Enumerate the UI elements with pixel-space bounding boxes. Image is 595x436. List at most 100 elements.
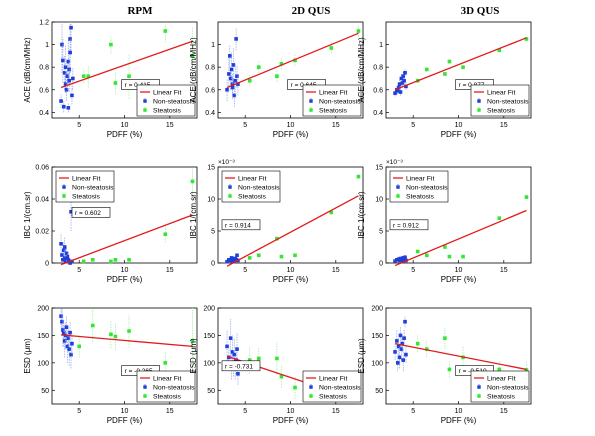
legend-label: Linear Fit: [319, 376, 347, 383]
non-steatosis-point: [233, 78, 238, 83]
non-steatosis-point: [61, 58, 65, 63]
x-tick-label: 5: [77, 122, 81, 129]
legend-steatosis-swatch: [309, 394, 313, 398]
non-steatosis-point: [236, 372, 240, 376]
legend: Linear Fit Non-steatosis Steatosis: [136, 370, 196, 403]
non-steatosis-point: [395, 361, 400, 365]
steatosis-point: [256, 253, 261, 258]
non-steatosis-point: [227, 72, 231, 76]
legend-non-steatosis-swatch: [477, 385, 481, 389]
non-steatosis-point: [66, 106, 71, 110]
steatosis-point: [443, 72, 447, 76]
non-steatosis-point: [68, 37, 72, 41]
steatosis-point: [447, 59, 452, 64]
non-steatosis-point: [228, 76, 233, 81]
y-tick-label: 5: [379, 229, 383, 236]
non-steatosis-point: [402, 78, 406, 83]
steatosis-point: [293, 58, 297, 63]
y-tick-label: 0: [379, 261, 383, 268]
non-steatosis-point: [59, 242, 63, 246]
y-tick-label: 0.6: [39, 87, 49, 94]
y-tick-label: 0.6: [205, 87, 215, 94]
x-tick-label: 15: [166, 267, 174, 274]
steatosis-point: [109, 332, 113, 337]
steatosis-point: [443, 336, 447, 340]
r-label-text: r = 0.912: [393, 222, 419, 229]
legend-label: Linear Fit: [153, 90, 181, 97]
legend-steatosis-swatch: [143, 394, 147, 398]
non-steatosis-point: [402, 336, 406, 340]
legend-steatosis-swatch: [477, 108, 481, 112]
steatosis-point: [81, 74, 86, 79]
x-tick-label: 15: [332, 267, 340, 274]
non-steatosis-point: [229, 256, 234, 260]
y-tick-label: 0.8: [39, 65, 49, 72]
legend-label: Non-steatosis: [487, 99, 529, 106]
non-steatosis-point: [69, 25, 73, 30]
non-steatosis-point: [236, 82, 240, 86]
non-steatosis-point: [61, 248, 66, 252]
legend-label: Steatosis: [153, 394, 182, 401]
non-steatosis-point: [234, 37, 238, 41]
x-tick-label: 5: [411, 267, 415, 274]
steatosis-point: [443, 245, 447, 249]
steatosis-point: [524, 37, 529, 41]
steatosis-point: [86, 74, 91, 79]
y-tick-label: 5: [211, 229, 215, 236]
x-tick-label: 10: [455, 122, 463, 129]
x-axis-label: PDFF (%): [273, 416, 309, 425]
y-tick-label: 200: [37, 306, 49, 313]
non-steatosis-point: [231, 257, 236, 261]
non-steatosis-point: [395, 89, 400, 93]
non-steatosis-point: [396, 85, 401, 90]
steatosis-point: [524, 195, 529, 199]
y-tick-label: 0.8: [205, 65, 215, 72]
steatosis-point: [163, 361, 168, 365]
steatosis-point: [247, 358, 252, 362]
y-tick-label: 10: [375, 197, 383, 204]
linear-fit-line: [394, 37, 527, 91]
non-steatosis-point: [63, 65, 68, 69]
y-tick-label: 50: [41, 388, 49, 395]
legend: Linear Fit Non-steatosis Steatosis: [136, 84, 196, 117]
y-tick-label: 1: [211, 42, 215, 49]
non-steatosis-point: [62, 339, 67, 343]
non-steatosis-point: [69, 352, 73, 357]
legend-steatosis-swatch: [396, 194, 400, 198]
y-tick-label: 0.4: [39, 110, 49, 117]
x-tick-label: 10: [287, 408, 295, 415]
panel-ibc-rpm: 5 10 15 0 0.02 0.04 0.06 PDFF (%) IBC 1/(cm.sr) r…: [23, 165, 198, 284]
x-tick-label: 10: [121, 122, 129, 129]
x-tick-label: 10: [121, 408, 129, 415]
panel-esd-2d: 5 10 15 50 100 150 200 PDFF (%) ESD (μm) r = -0.7…: [189, 306, 364, 425]
r-label: r = 0.912: [389, 219, 429, 231]
non-steatosis-point: [403, 255, 407, 260]
non-steatosis-point: [229, 67, 234, 72]
non-steatosis-point: [404, 84, 408, 89]
non-steatosis-point: [395, 339, 399, 343]
non-steatosis-point: [60, 253, 64, 257]
y-tick-label: 100: [371, 360, 383, 367]
legend: Linear Fit Non-steatosis Steatosis: [302, 84, 362, 117]
non-steatosis-point: [396, 344, 401, 349]
non-steatosis-point: [400, 81, 405, 85]
steatosis-point: [163, 29, 168, 33]
legend-non-steatosis-swatch: [62, 185, 66, 189]
steatosis-point: [424, 253, 429, 258]
legend-label: Steatosis: [153, 108, 182, 115]
y-tick-label: 0.06: [35, 165, 49, 172]
steatosis-point: [275, 356, 279, 361]
y-tick-label: 100: [203, 360, 215, 367]
non-steatosis-point: [62, 256, 67, 260]
r-label-box: [221, 360, 261, 372]
r-label-text: r = 0.914: [225, 222, 251, 229]
steatosis-point: [415, 341, 420, 346]
non-steatosis-point: [61, 330, 66, 335]
linear-fit-line: [60, 40, 193, 89]
non-steatosis-point: [228, 336, 233, 340]
legend-non-steatosis-swatch: [309, 99, 313, 103]
x-axis-label: PDFF (%): [441, 275, 477, 284]
steatosis-point: [113, 258, 118, 262]
